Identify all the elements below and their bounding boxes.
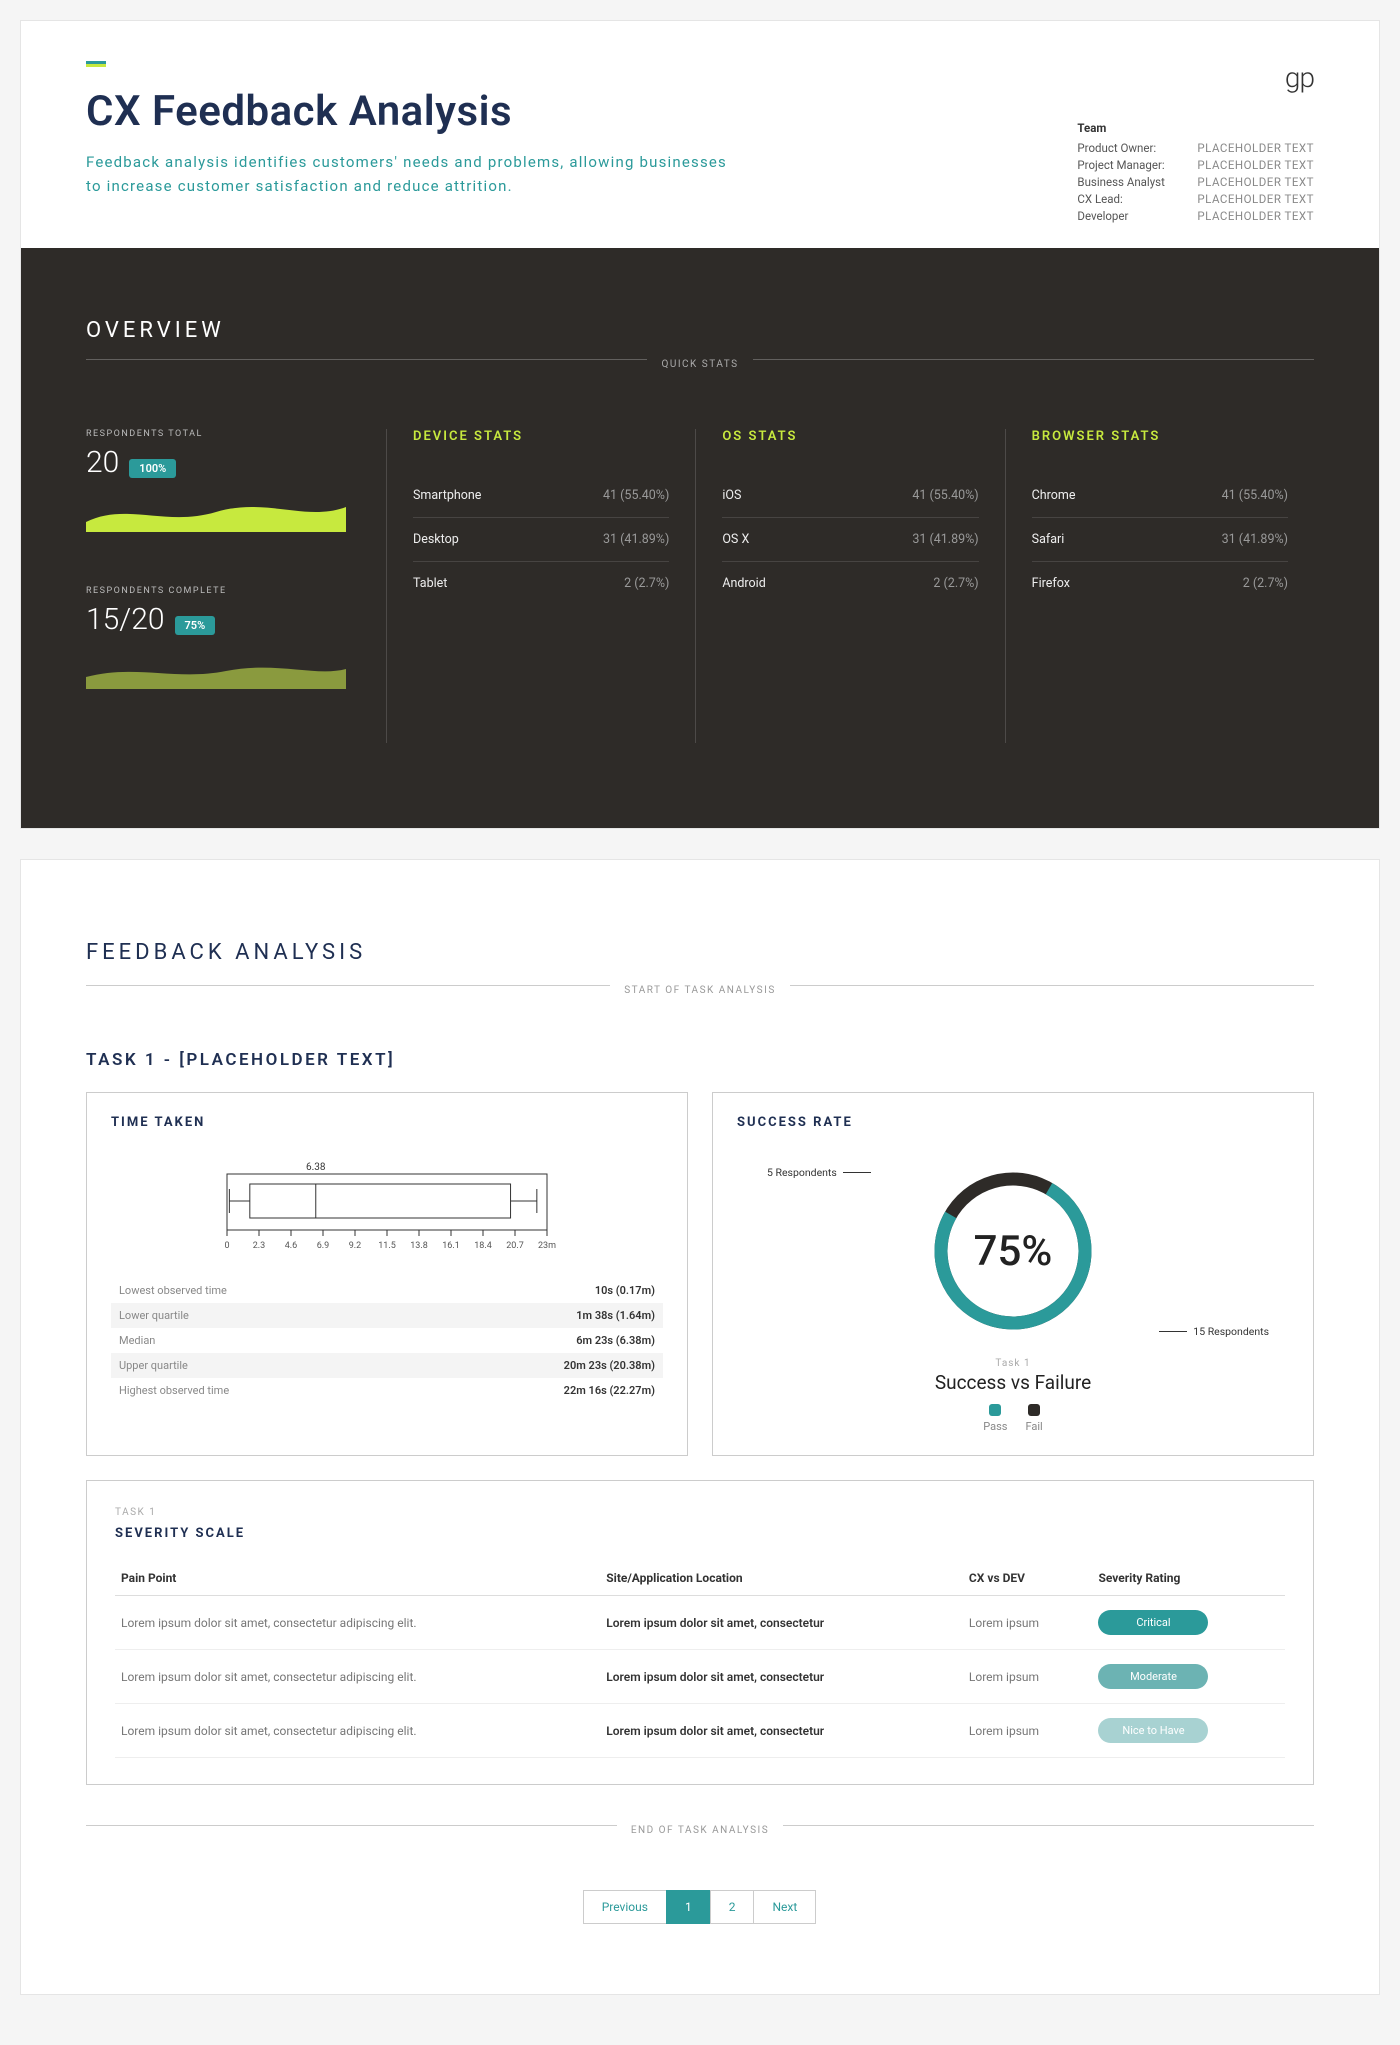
feedback-heading: FEEDBACK ANALYSIS: [86, 940, 1314, 965]
severity-pill: Nice to Have: [1098, 1718, 1208, 1743]
stat-row: OS X31 (41.89%): [722, 518, 978, 562]
stat-row: Safari31 (41.89%): [1032, 518, 1288, 562]
stat-row: Firefox2 (2.7%): [1032, 562, 1288, 605]
svg-text:6.9: 6.9: [317, 1241, 330, 1251]
severity-pre: TASK 1: [115, 1507, 1285, 1518]
svg-text:13.8: 13.8: [410, 1241, 428, 1251]
stats-column: BROWSER STATS Chrome41 (55.40%)Safari31 (…: [1005, 429, 1314, 743]
svg-text:16.1: 16.1: [442, 1241, 460, 1251]
stat-row: Smartphone41 (55.40%): [413, 474, 669, 518]
pagination: Previous12Next: [86, 1890, 1314, 1924]
respondents-complete-label: RESPONDENTS COMPLETE: [86, 586, 346, 596]
donut-anno-fail: 5 Respondents: [767, 1166, 871, 1179]
stats-column-title: OS STATS: [722, 429, 978, 444]
boxplot-chart: 6.38 0 2.3 4.6 6.9 9.2 11.5 13.8 16.1 18.4 20.7 23m: [121, 1156, 653, 1266]
time-stat-row: Median6m 23s (6.38m): [111, 1328, 663, 1353]
time-stat-row: Lower quartile1m 38s (1.64m): [111, 1303, 663, 1328]
pagination-next[interactable]: Next: [753, 1890, 816, 1924]
page-subtitle: Feedback analysis identifies customers' …: [86, 150, 736, 198]
stats-column-title: BROWSER STATS: [1032, 429, 1288, 444]
start-analysis-label: START OF TASK ANALYSIS: [610, 985, 790, 996]
svg-text:6.38: 6.38: [306, 1162, 326, 1173]
respondents-total-label: RESPONDENTS TOTAL: [86, 429, 346, 439]
svg-text:9.2: 9.2: [349, 1241, 362, 1251]
severity-row: Lorem ipsum dolor sit amet, consectetur …: [115, 1704, 1285, 1758]
stat-row: Desktop31 (41.89%): [413, 518, 669, 562]
team-row: DeveloperPLACEHOLDER TEXT: [1077, 209, 1314, 223]
team-row: Project Manager:PLACEHOLDER TEXT: [1077, 158, 1314, 172]
svg-text:20.7: 20.7: [506, 1241, 524, 1251]
success-rate-title: SUCCESS RATE: [737, 1115, 1289, 1130]
svg-text:0: 0: [224, 1241, 229, 1251]
severity-pill: Critical: [1098, 1610, 1208, 1635]
success-rate-panel: SUCCESS RATE 5 Respondents 75% 15 Respon…: [712, 1092, 1314, 1456]
feedback-section: FEEDBACK ANALYSIS START OF TASK ANALYSIS…: [21, 860, 1379, 1994]
wave-chart-complete: [86, 649, 346, 689]
team-row: Product Owner:PLACEHOLDER TEXT: [1077, 141, 1314, 155]
svg-text:2.3: 2.3: [253, 1241, 266, 1251]
time-taken-title: TIME TAKEN: [111, 1115, 663, 1130]
svg-text:75%: 75%: [974, 1227, 1053, 1276]
legend-item: Pass: [983, 1404, 1007, 1433]
team-title: Team: [1077, 121, 1314, 135]
donut-chart: 75%: [918, 1156, 1108, 1346]
accent-bar: [86, 61, 106, 67]
severity-pill: Moderate: [1098, 1664, 1208, 1689]
stats-column: OS STATS iOS41 (55.40%)OS X31 (41.89%)And…: [695, 429, 1004, 743]
stats-column-title: DEVICE STATS: [413, 429, 669, 444]
respondents-complete: RESPONDENTS COMPLETE 15/20 75%: [86, 586, 346, 693]
stats-column: DEVICE STATS Smartphone41 (55.40%)Desktop…: [386, 429, 695, 743]
svg-text:18.4: 18.4: [474, 1241, 492, 1251]
header: gp CX Feedback Analysis Feedback analysi…: [21, 21, 1379, 248]
respondents-total: RESPONDENTS TOTAL 20 100%: [86, 429, 346, 536]
team-row: Business AnalystPLACEHOLDER TEXT: [1077, 175, 1314, 189]
stat-row: Android2 (2.7%): [722, 562, 978, 605]
task-title: TASK 1 - [PLACEHOLDER TEXT]: [86, 1050, 1314, 1070]
time-stats-table: Lowest observed time10s (0.17m)Lower qua…: [111, 1278, 663, 1403]
logo: gp: [1285, 61, 1314, 94]
pagination-page[interactable]: 2: [710, 1890, 755, 1924]
end-analysis-label: END OF TASK ANALYSIS: [617, 1825, 783, 1836]
respondents-total-badge: 100%: [129, 459, 176, 478]
severity-row: Lorem ipsum dolor sit amet, consectetur …: [115, 1650, 1285, 1704]
stat-row: iOS41 (55.40%): [722, 474, 978, 518]
pagination-prev[interactable]: Previous: [583, 1890, 667, 1924]
respondents-complete-badge: 75%: [175, 616, 216, 635]
donut-sub: Task 1: [737, 1358, 1289, 1369]
stat-row: Tablet2 (2.7%): [413, 562, 669, 605]
stat-row: Chrome41 (55.40%): [1032, 474, 1288, 518]
severity-table: Pain PointSite/Application LocationCX vs…: [115, 1561, 1285, 1758]
wave-chart-total: [86, 492, 346, 532]
donut-title: Success vs Failure: [737, 1371, 1289, 1394]
pagination-page[interactable]: 1: [666, 1890, 711, 1924]
overview-heading: OVERVIEW: [86, 318, 1314, 343]
respondents-total-value: 20: [86, 445, 119, 480]
team-box: Team Product Owner:PLACEHOLDER TEXT Proje…: [1077, 121, 1314, 226]
svg-text:4.6: 4.6: [285, 1241, 298, 1251]
respondents-complete-value: 15/20: [86, 602, 165, 637]
donut-anno-pass: 15 Respondents: [1159, 1325, 1269, 1338]
time-stat-row: Upper quartile20m 23s (20.38m): [111, 1353, 663, 1378]
legend-item: Fail: [1025, 1404, 1042, 1433]
team-row: CX Lead:PLACEHOLDER TEXT: [1077, 192, 1314, 206]
time-taken-panel: TIME TAKEN 6.38 0 2.3 4.6 6.9 9.2 11.5 13.8 16.1…: [86, 1092, 688, 1456]
donut-legend: Pass Fail: [737, 1404, 1289, 1433]
severity-panel: TASK 1 SEVERITY SCALE Pain PointSite/App…: [86, 1480, 1314, 1785]
quick-stats-label: QUICK STATS: [647, 359, 752, 370]
overview-section: OVERVIEW QUICK STATS RESPONDENTS TOTAL 2…: [21, 248, 1379, 828]
severity-row: Lorem ipsum dolor sit amet, consectetur …: [115, 1596, 1285, 1650]
time-stat-row: Highest observed time22m 16s (22.27m): [111, 1378, 663, 1403]
svg-text:11.5: 11.5: [378, 1241, 396, 1251]
severity-title: SEVERITY SCALE: [115, 1526, 1285, 1541]
svg-text:23m: 23m: [538, 1241, 556, 1251]
time-stat-row: Lowest observed time10s (0.17m): [111, 1278, 663, 1303]
